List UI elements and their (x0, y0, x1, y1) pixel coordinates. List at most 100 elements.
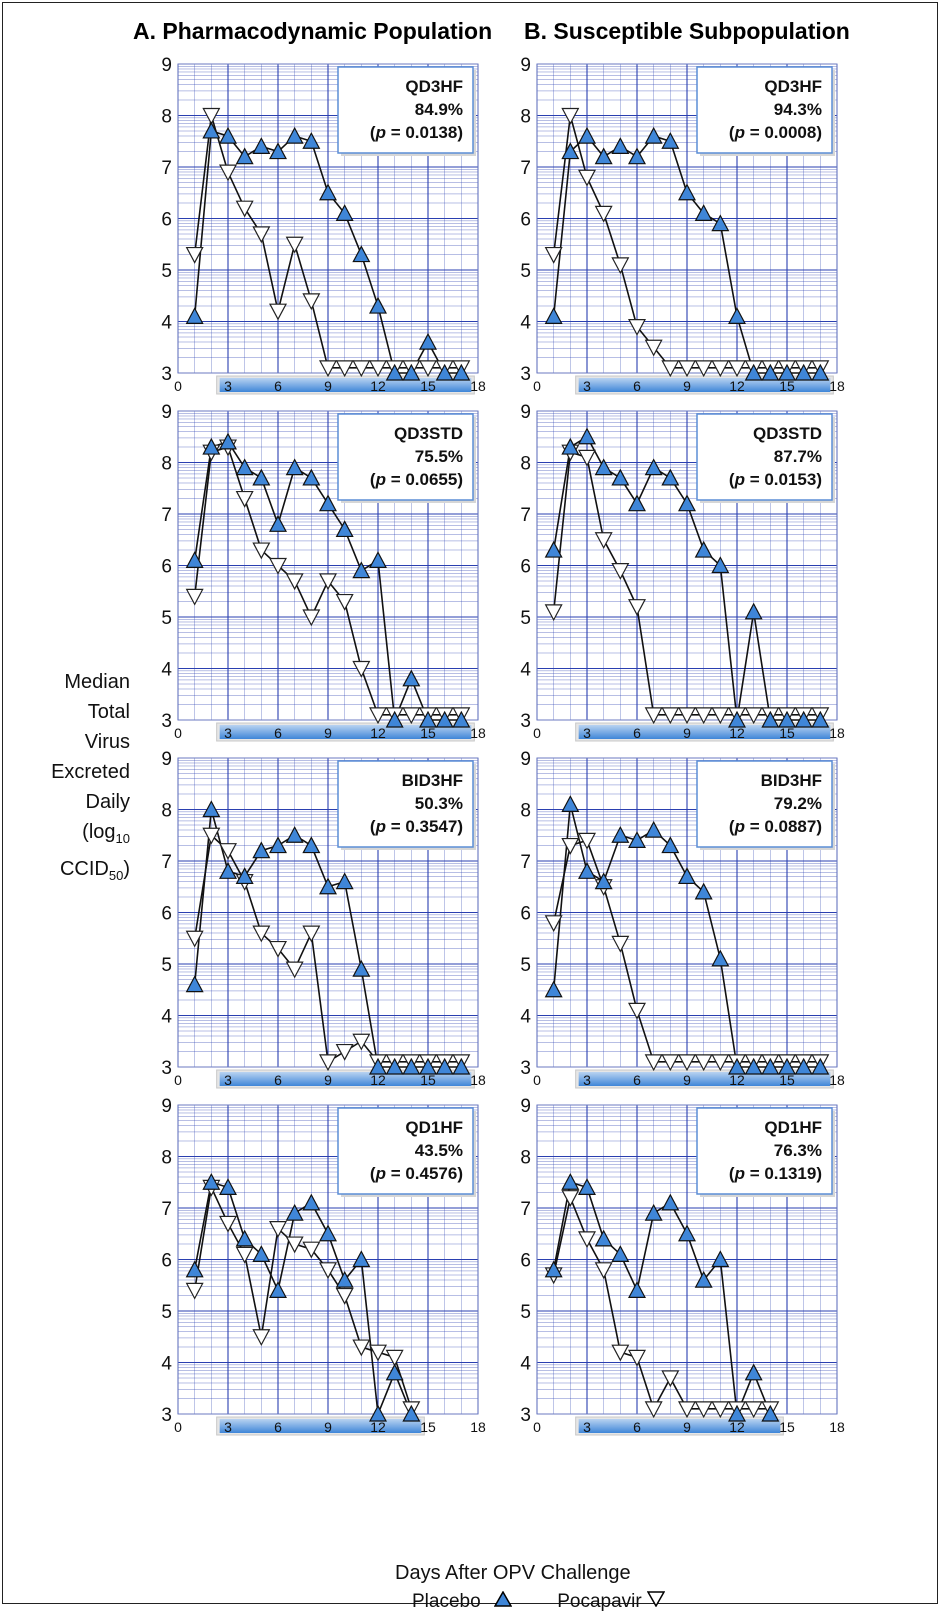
x-tick-label: 6 (274, 1072, 282, 1088)
pocapavir-point (711, 360, 730, 378)
pocapavir-point (252, 1329, 271, 1347)
plot-frame (177, 410, 479, 721)
x-tick-label: 15 (779, 1419, 795, 1435)
pocapavir-point (235, 490, 254, 508)
column-b-title: B. Susceptible Subpopulation (524, 18, 850, 44)
x-tick-label: 15 (420, 1419, 436, 1435)
regimen-label: BID3HF (761, 771, 822, 790)
placebo-point (644, 458, 663, 476)
pocapavir-point (402, 707, 421, 725)
column-a-title: A. Pharmacodynamic Population (133, 18, 493, 44)
placebo-point (661, 131, 680, 149)
pocapavir-point (319, 1262, 337, 1280)
placebo-point (578, 126, 596, 144)
placebo-point (319, 1224, 337, 1242)
x-tick-label: 6 (633, 1072, 641, 1088)
pocapavir-point (302, 293, 321, 311)
placebo-point (644, 820, 663, 838)
pocapavir-point (711, 707, 730, 725)
x-tick-label: 12 (729, 725, 745, 741)
pocapavir-point (694, 1401, 713, 1419)
placebo-point (335, 1270, 354, 1288)
placebo-point (269, 142, 287, 160)
placebo-line (193, 1181, 413, 1415)
placebo-point (628, 831, 646, 849)
pocapavir-point (561, 107, 580, 125)
pocapavir-point (252, 542, 271, 560)
pocapavir-point (285, 236, 304, 254)
y-tick-label: 5 (161, 955, 172, 976)
y-tick-label: 5 (161, 608, 172, 629)
placebo-point (728, 307, 746, 324)
placebo-point (594, 147, 613, 165)
x-tick-label: 3 (583, 725, 591, 741)
placebo-point (644, 126, 663, 144)
placebo-point (285, 1203, 304, 1221)
x-tick-label: 9 (683, 725, 691, 741)
placebo-point (235, 1229, 254, 1247)
pocapavir-point (219, 843, 237, 860)
p-value: = 0.0138) (386, 123, 463, 142)
placebo-point (811, 1057, 830, 1075)
y-tick-label: 7 (161, 852, 172, 873)
pocapavir-point (369, 707, 387, 725)
y-tick-label: 9 (520, 402, 531, 423)
pocapavir-point (302, 609, 321, 627)
pocapavir-point (744, 707, 763, 725)
placebo-point (369, 1404, 387, 1422)
pocapavir-point (594, 205, 613, 223)
placebo-point (694, 204, 713, 221)
placebo-point (678, 183, 696, 201)
p-value: = 0.0887) (745, 817, 822, 836)
pocapavir-point (252, 925, 271, 943)
y-tick-label: 3 (520, 711, 531, 732)
pocapavir-point (285, 961, 304, 979)
annotation-box (696, 760, 833, 848)
y-tick-label: 7 (161, 505, 172, 526)
y-tick-label: 8 (520, 1148, 531, 1169)
pocapavir-point (578, 449, 596, 467)
y-tick-label: 5 (161, 261, 172, 282)
pocapavir-point (219, 1215, 237, 1233)
y-tick-label: 8 (161, 454, 172, 475)
pocapavir-point (335, 1287, 354, 1305)
x-tick-label: 9 (324, 725, 332, 741)
p-symbol: p (734, 123, 745, 142)
placebo-point (235, 147, 254, 165)
reduction-label: 87.7% (774, 447, 822, 466)
pocapavir-point (661, 360, 680, 378)
x-tick-label: 9 (683, 378, 691, 394)
annotation-box (696, 1107, 833, 1195)
regimen-label: QD3HF (405, 77, 463, 96)
placebo-point (335, 204, 354, 221)
pocapavir-point (694, 360, 713, 378)
annotation-box (696, 413, 833, 501)
placebo-point (352, 1250, 371, 1268)
pocapavir-point (269, 557, 287, 575)
p-open: ( (370, 470, 376, 489)
y-tick-label: 4 (520, 1007, 531, 1028)
p-value-label: (p = 0.0887) (729, 817, 822, 836)
legend-placebo-label: Placebo (412, 1591, 481, 1612)
placebo-point (778, 710, 796, 728)
annotation-box (696, 66, 833, 154)
x-tick-label: 3 (583, 378, 591, 394)
placebo-point (185, 551, 204, 568)
placebo-point (302, 468, 321, 486)
placebo-point (402, 363, 421, 381)
placebo-point (252, 137, 271, 154)
placebo-point (402, 669, 421, 687)
x-tick-label: 18 (470, 725, 486, 741)
x-tick-label: 3 (224, 378, 232, 394)
placebo-point (269, 1281, 287, 1299)
x-tick-label: 3 (583, 1419, 591, 1435)
placebo-point (202, 800, 221, 818)
placebo-point (711, 1250, 730, 1268)
placebo-point (385, 1363, 404, 1381)
pocapavir-point (235, 1246, 254, 1264)
p-value: = 0.3547) (386, 817, 463, 836)
pocapavir-point (694, 707, 713, 725)
y-tick-label: 3 (520, 1405, 531, 1426)
placebo-point (728, 1404, 746, 1422)
